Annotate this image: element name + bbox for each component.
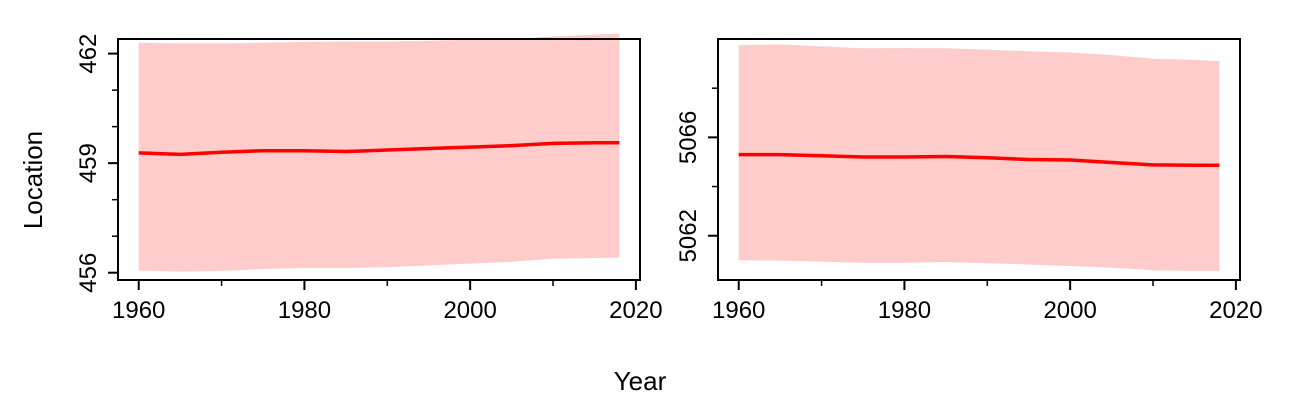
- confidence-band: [138, 33, 620, 272]
- x-tick-label: 1980: [278, 297, 331, 324]
- x-axis-title: Year: [614, 366, 667, 396]
- x-tick-label: 2020: [609, 297, 662, 324]
- y-axis-title: Location: [18, 131, 48, 229]
- y-tick-label: 459: [75, 143, 102, 183]
- y-tick-label: 456: [75, 253, 102, 293]
- y-tick-label: 5062: [675, 209, 702, 262]
- panel-right: 1960 1980 2000 2020 5062 5066: [675, 38, 1263, 324]
- x-tick-label: 1960: [712, 297, 765, 324]
- x-tick-label: 2000: [443, 297, 496, 324]
- x-tick-label: 1980: [878, 297, 931, 324]
- x-tick-label: 1960: [112, 297, 165, 324]
- x-tick-label: 2000: [1043, 297, 1096, 324]
- y-tick-label: 5066: [675, 111, 702, 164]
- plot-frame: [117, 38, 641, 281]
- panel-left: 1960 1980 2000 2020 456 459 462: [75, 33, 663, 324]
- plot-frame: [717, 38, 1241, 281]
- estimate-line: [738, 152, 1220, 167]
- y-tick-label: 462: [75, 34, 102, 74]
- estimate-line: [138, 140, 620, 157]
- x-tick-label: 2020: [1209, 297, 1262, 324]
